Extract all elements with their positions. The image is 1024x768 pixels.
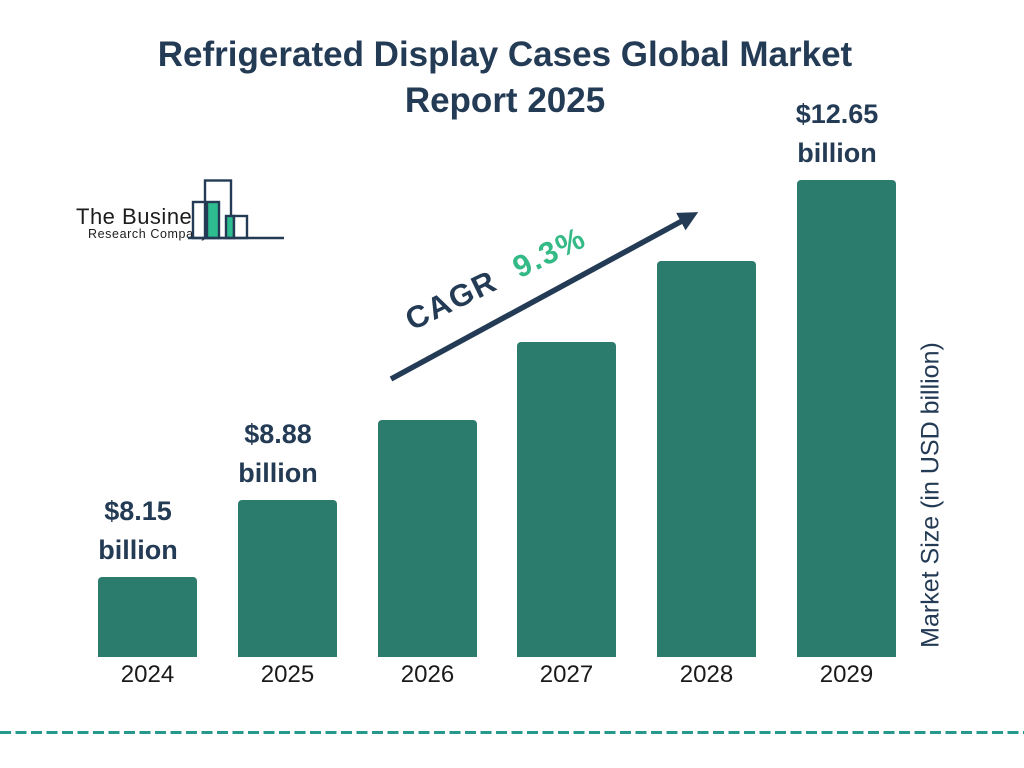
bar-2025 [238, 500, 337, 657]
value-unit: billion [797, 138, 877, 168]
value-unit: billion [98, 535, 178, 565]
value-label: $8.15 billion [48, 492, 228, 570]
page-title: Refrigerated Display Cases Global Market… [0, 32, 1010, 124]
page-title-line1: Refrigerated Display Cases Global Market [157, 35, 853, 74]
x-tick-label: 2029 [819, 661, 874, 688]
bar-2024 [98, 577, 197, 657]
bar-group-2024: $8.15 billion 2024 [98, 0, 197, 768]
bar-group-2027: 2027 [517, 0, 616, 768]
y-axis-label: Market Size (in USD billion) [916, 342, 945, 648]
bar-group-2026: 2026 [378, 0, 477, 768]
x-tick-label: 2027 [539, 661, 594, 688]
value-amount: $8.88 [244, 419, 312, 449]
x-tick-label: 2026 [400, 661, 455, 688]
value-amount: $12.65 [795, 99, 879, 129]
value-unit: billion [238, 458, 318, 488]
logo-subname: Research Company [88, 227, 209, 241]
value-label: $12.65 billion [747, 95, 927, 173]
bar-group-2025: $8.88 billion 2025 [238, 0, 337, 768]
value-amount: $8.15 [104, 496, 172, 526]
x-tick-label: 2028 [679, 661, 734, 688]
x-tick-label: 2025 [260, 661, 315, 688]
trend-arrow [389, 212, 699, 382]
bar-2028 [657, 261, 756, 657]
page-title-line2: Report 2025 [404, 81, 606, 120]
bar-group-2028: 2028 [657, 0, 756, 768]
bar-group-2029: $12.65 billion 2029 [796, 0, 896, 768]
value-label: $8.88 billion [188, 415, 368, 493]
bar-2027 [517, 342, 616, 657]
bar-2029 [797, 180, 896, 657]
logo-bar-chart-icon [188, 179, 284, 240]
logo-name: The Business [76, 204, 216, 229]
bottom-dashed-divider [0, 731, 1024, 734]
bar-2026 [378, 420, 477, 657]
x-tick-label: 2024 [120, 661, 175, 688]
